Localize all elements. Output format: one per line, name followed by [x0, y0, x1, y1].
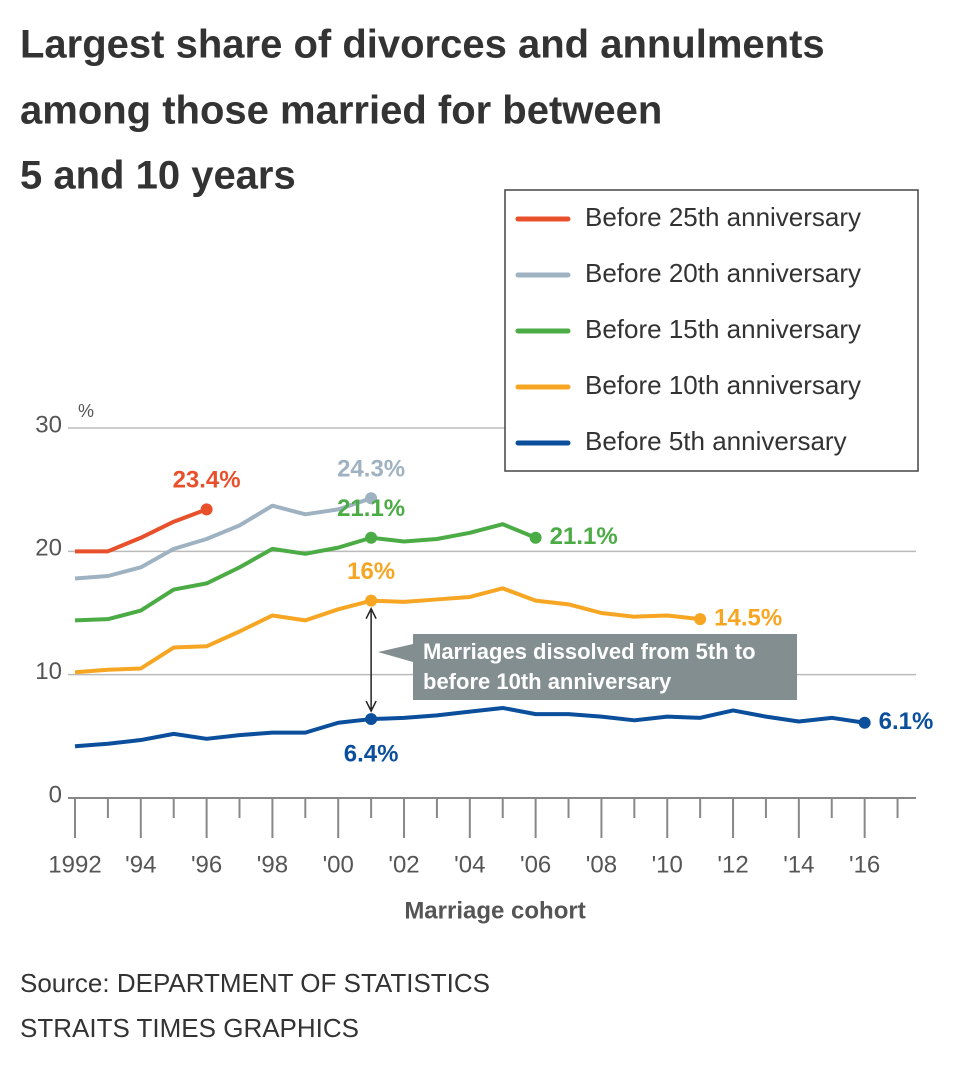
x-tick-label: '06: [520, 851, 551, 878]
x-tick-label: '12: [717, 851, 748, 878]
legend-label: Before 20th anniversary: [585, 258, 861, 288]
point: [529, 531, 542, 544]
value-label: 21.1%: [550, 523, 618, 550]
y-tick-label: 30: [35, 411, 62, 438]
point: [694, 613, 707, 626]
series-line: [75, 507, 208, 554]
value-label: 16%: [347, 558, 395, 585]
source: STRAITS TIMES GRAPHICS: [20, 1013, 359, 1043]
chart-title: 5 and 10 years: [20, 154, 296, 198]
arrow-head: [365, 700, 377, 713]
x-tick-label: '14: [783, 851, 814, 878]
x-tick-label: '10: [652, 851, 683, 878]
chart-title: among those married for between: [20, 89, 662, 133]
value-label: 23.4%: [173, 467, 241, 494]
point: [365, 492, 378, 505]
x-tick-label: '00: [323, 851, 354, 878]
point: [365, 531, 378, 544]
y-tick-label: 10: [35, 658, 62, 685]
value-label: 6.1%: [879, 708, 934, 735]
x-tick-label: 1992: [48, 851, 101, 878]
legend-box: [504, 189, 919, 472]
x-tick-label: '16: [849, 851, 880, 878]
x-tick-label: '98: [257, 851, 288, 878]
value-label: 6.4%: [344, 740, 399, 767]
series-line: [74, 522, 537, 623]
y-tick-label: 20: [35, 535, 62, 562]
x-tick-label: '94: [125, 851, 156, 878]
x-axis-title: Marriage cohort: [404, 897, 585, 924]
y-tick-label: 0: [49, 781, 62, 808]
value-label: 21.1%: [337, 495, 405, 522]
series-line: [74, 586, 701, 675]
legend-label: Before 25th anniversary: [585, 202, 861, 232]
x-tick-label: '02: [388, 851, 419, 878]
y-unit: %: [78, 401, 94, 421]
point: [200, 503, 213, 516]
x-tick-label: '08: [586, 851, 617, 878]
source: Source: DEPARTMENT OF STATISTICS: [20, 968, 490, 998]
x-tick-label: '04: [454, 851, 485, 878]
series-line: [74, 705, 865, 749]
point: [365, 713, 378, 726]
legend-label: Before 10th anniversary: [585, 370, 861, 400]
x-tick-label: '96: [191, 851, 222, 878]
arrow-head: [365, 606, 377, 620]
legend-label: Before 15th anniversary: [585, 314, 861, 344]
value-label: 14.5%: [714, 605, 782, 632]
annotation-text: Marriages dissolved from 5th to: [423, 639, 756, 664]
annotation-box: [378, 634, 797, 700]
chart-title: Largest share of divorces and annulments: [20, 23, 825, 67]
point: [365, 594, 378, 607]
value-label: 24.3%: [337, 456, 405, 483]
legend-label: Before 5th anniversary: [585, 426, 847, 456]
annotation-text: before 10th anniversary: [423, 669, 672, 694]
point: [858, 716, 871, 729]
series-line: [74, 496, 372, 581]
